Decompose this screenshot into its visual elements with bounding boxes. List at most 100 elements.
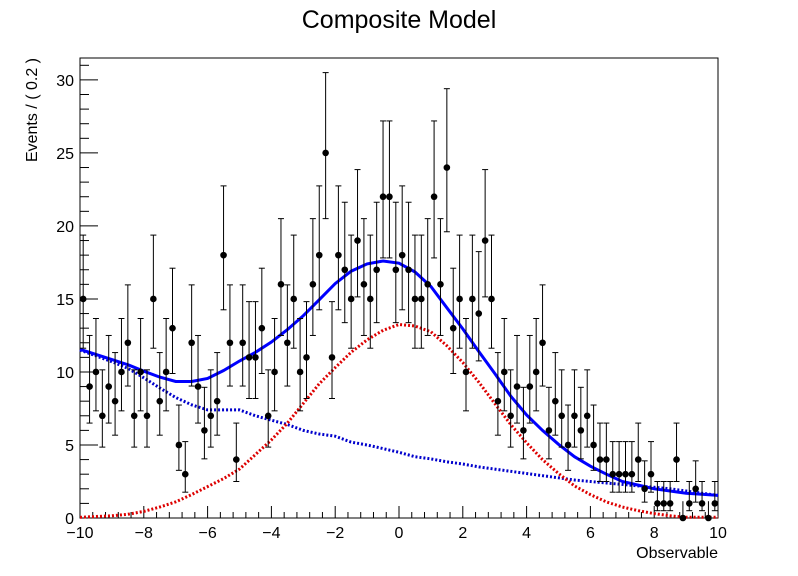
data-point: [130, 369, 138, 448]
data-marker: [335, 251, 342, 259]
data-marker: [156, 397, 164, 405]
x-tick-label: −6: [198, 525, 216, 542]
data-point: [513, 334, 521, 424]
x-tick-label: 6: [586, 525, 595, 542]
data-point: [520, 386, 527, 460]
data-point: [692, 460, 699, 503]
data-point: [105, 334, 113, 424]
data-point: [456, 234, 463, 349]
data-point: [577, 386, 585, 460]
data-marker: [596, 456, 604, 463]
data-point: [258, 267, 266, 375]
data-marker: [360, 281, 368, 288]
data-point: [322, 72, 329, 220]
data-point: [526, 334, 534, 424]
data-marker: [679, 514, 687, 522]
data-marker: [469, 295, 476, 303]
data-marker: [609, 470, 617, 478]
data-marker: [328, 354, 336, 361]
data-point: [552, 352, 559, 436]
data-marker: [577, 427, 585, 434]
data-point: [564, 404, 572, 471]
data-marker: [162, 368, 170, 376]
data-point: [264, 369, 272, 448]
data-marker: [188, 339, 195, 347]
data-point: [571, 369, 578, 448]
data-point: [437, 218, 444, 336]
data-points: [79, 72, 719, 522]
data-point: [443, 88, 451, 233]
data-marker: [520, 427, 527, 434]
data-marker: [309, 281, 317, 288]
data-marker: [143, 412, 151, 420]
data-marker: [475, 310, 483, 317]
data-point: [500, 317, 508, 412]
data-point: [156, 352, 164, 436]
data-marker: [449, 324, 457, 332]
data-marker: [303, 354, 310, 361]
data-marker: [347, 295, 355, 303]
y-tick-label: 30: [56, 73, 74, 90]
data-point: [181, 441, 189, 493]
data-marker: [315, 251, 323, 259]
data-marker: [386, 193, 393, 201]
data-marker: [424, 281, 432, 288]
data-point: [698, 480, 706, 512]
data-point: [309, 218, 317, 336]
data-point: [545, 386, 553, 460]
data-point: [705, 501, 712, 522]
data-point: [634, 422, 642, 482]
data-marker: [233, 456, 240, 463]
data-point: [303, 301, 310, 399]
data-marker: [245, 354, 253, 361]
data-point: [418, 234, 425, 349]
data-point: [360, 218, 368, 336]
data-point: [590, 404, 597, 471]
data-point: [143, 369, 151, 448]
data-marker: [437, 281, 444, 288]
data-point: [609, 441, 617, 493]
data-marker: [137, 368, 144, 376]
data-point: [213, 352, 221, 436]
data-marker: [666, 500, 674, 507]
data-point: [194, 334, 202, 424]
data-marker: [354, 237, 361, 244]
data-marker: [462, 368, 470, 376]
data-point: [654, 480, 661, 512]
data-point: [628, 441, 636, 493]
data-point: [673, 422, 680, 482]
data-marker: [443, 164, 451, 171]
data-point: [150, 234, 157, 349]
data-marker: [271, 368, 278, 376]
chart-title: Composite Model: [302, 6, 497, 34]
data-marker: [213, 397, 221, 405]
data-point: [679, 501, 687, 522]
y-tick-label: 5: [65, 438, 74, 455]
data-point: [137, 317, 144, 412]
data-marker: [130, 412, 138, 420]
x-tick-label: −10: [66, 525, 93, 542]
data-point: [449, 267, 457, 375]
data-point: [233, 422, 240, 482]
data-marker: [711, 500, 719, 507]
data-marker: [181, 470, 189, 478]
data-point: [79, 234, 87, 349]
data-marker: [685, 500, 693, 507]
data-marker: [118, 368, 125, 376]
total-model-curve: [79, 259, 719, 497]
data-point: [347, 234, 355, 349]
data-point: [424, 218, 432, 336]
data-point: [647, 441, 655, 493]
data-point: [366, 234, 374, 349]
data-point: [392, 201, 400, 324]
data-marker: [628, 470, 636, 478]
data-marker: [258, 324, 266, 332]
data-marker: [481, 237, 489, 244]
data-point: [296, 317, 304, 412]
data-marker: [79, 295, 87, 303]
data-marker: [513, 383, 521, 390]
data-marker: [105, 383, 113, 390]
x-tick-label: 4: [522, 525, 531, 542]
data-point: [711, 480, 719, 512]
data-marker: [111, 397, 119, 405]
